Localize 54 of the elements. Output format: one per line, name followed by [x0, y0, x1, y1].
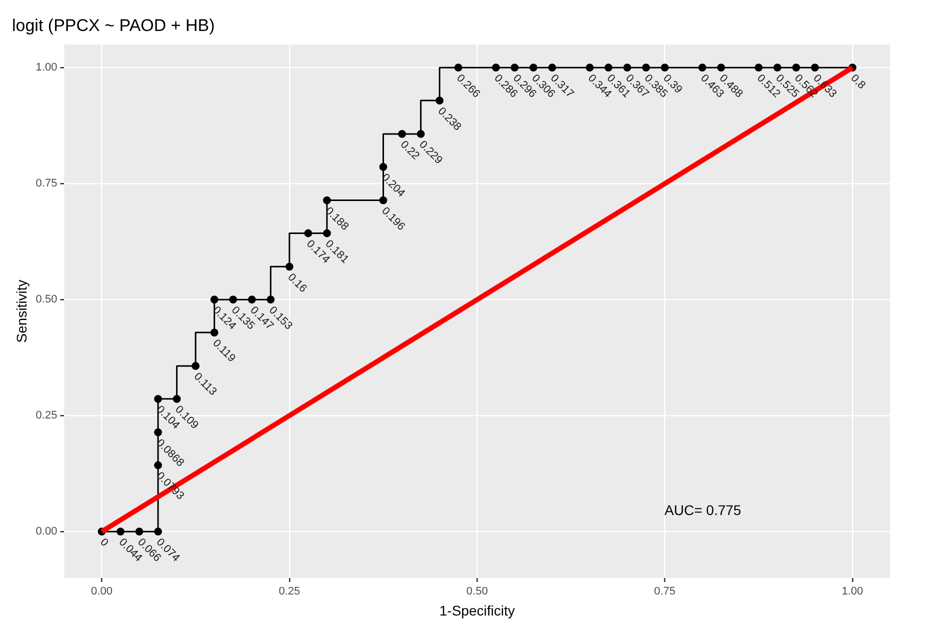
point — [792, 64, 800, 72]
point — [172, 394, 181, 403]
point — [773, 64, 782, 72]
point — [285, 262, 294, 271]
point — [436, 96, 444, 104]
x-tick-label: 0.25 — [278, 586, 300, 598]
x-axis-title: 1-Specificity — [439, 602, 515, 618]
point — [154, 394, 162, 403]
point — [510, 64, 519, 72]
y-tick-label: 0.00 — [36, 526, 58, 538]
y-tick-label: 0.25 — [36, 410, 58, 422]
point — [416, 130, 425, 138]
x-tick-label: 0.00 — [91, 586, 112, 598]
x-tick-label: 1.00 — [842, 586, 864, 598]
point — [492, 64, 500, 72]
y-axis-title: Sensitivity — [13, 280, 30, 343]
x-tick-label: 0.75 — [654, 586, 676, 598]
point — [135, 528, 144, 536]
y-tick-label: 1.00 — [36, 62, 58, 74]
point — [398, 130, 406, 138]
point — [717, 64, 726, 72]
point — [529, 64, 538, 72]
point — [586, 64, 594, 72]
point — [379, 196, 388, 204]
point — [810, 64, 819, 72]
point — [210, 296, 218, 304]
point — [660, 64, 669, 72]
point — [154, 528, 162, 536]
point — [323, 196, 331, 204]
point — [698, 64, 706, 72]
point — [454, 64, 462, 72]
point — [604, 64, 612, 72]
annotation: 0.16 — [285, 271, 309, 295]
point — [266, 296, 275, 304]
point — [116, 528, 124, 536]
annotation: AUC= 0.775 — [664, 502, 742, 518]
point — [642, 64, 650, 72]
point — [248, 296, 256, 304]
point — [304, 229, 312, 238]
point — [623, 64, 632, 72]
annotation: 0.8 — [848, 72, 868, 92]
point — [323, 229, 331, 238]
annotation: 0 — [98, 536, 110, 550]
point — [548, 64, 556, 72]
x-tick-label: 0.50 — [466, 586, 488, 598]
y-tick-label: 0.50 — [36, 294, 58, 306]
point — [754, 64, 763, 72]
point — [229, 296, 238, 304]
chart-title: logit (PPCX ~ PAOD + HB) — [12, 16, 215, 35]
point — [210, 328, 218, 336]
y-tick-label: 0.75 — [36, 178, 58, 190]
point — [379, 162, 388, 171]
point — [192, 362, 200, 370]
point — [154, 428, 162, 436]
